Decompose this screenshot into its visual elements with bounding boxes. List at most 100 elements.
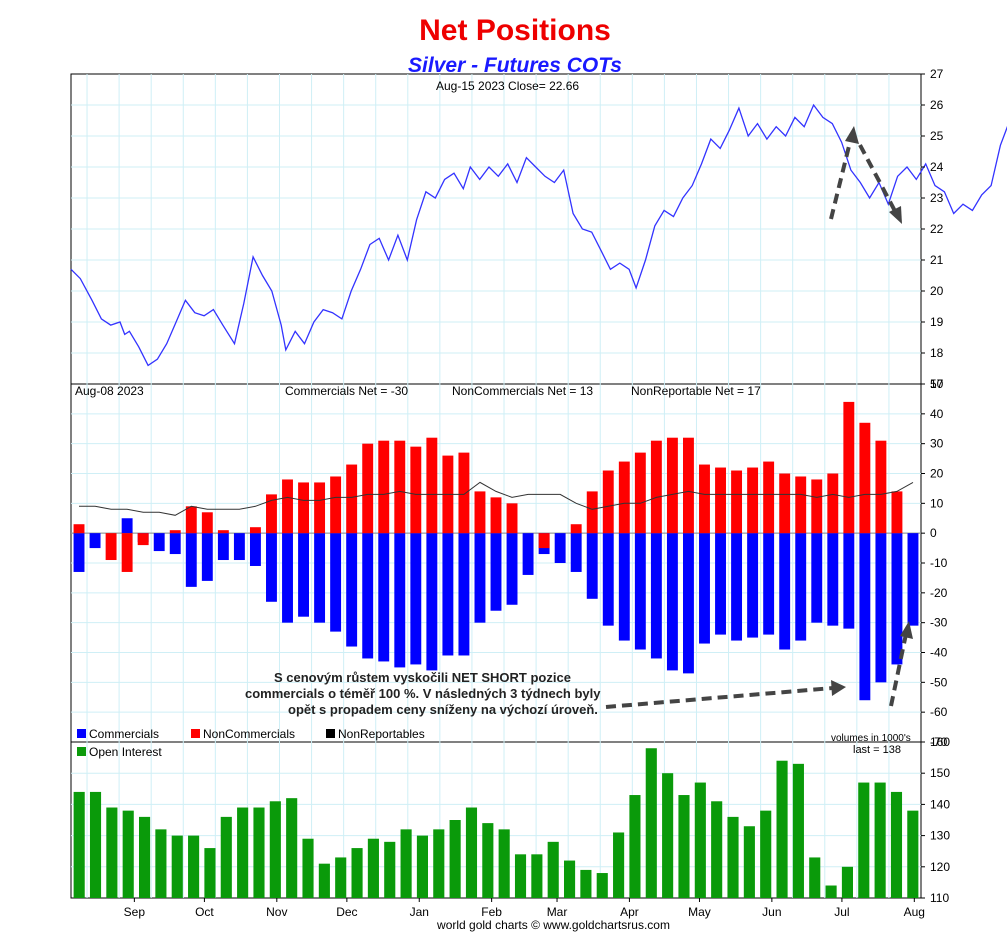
legend-label-commercials: Commercials [89, 727, 159, 741]
commercials-bar [827, 533, 839, 626]
legend-label-nonreportables: NonReportables [338, 727, 425, 741]
price-y-tick-label: 17 [930, 377, 944, 391]
open-interest-bar [907, 810, 919, 898]
oi-y-tick-label: 130 [930, 829, 950, 843]
noncommercials-bar [811, 479, 823, 534]
open-interest-plot [73, 748, 919, 898]
noncommercials-bar [249, 527, 261, 534]
noncommercials-bar [506, 503, 518, 534]
open-interest-bar [237, 807, 249, 898]
open-interest-bar [433, 829, 445, 898]
arrowhead-commercials-low [831, 680, 846, 696]
cot-y-tick-label: -50 [930, 675, 948, 689]
x-month-label: Nov [266, 905, 287, 919]
commercials-bar [266, 533, 277, 602]
open-interest-bar [825, 885, 837, 898]
open-interest-bar [253, 807, 265, 898]
chart-title: Net Positions [419, 14, 611, 47]
commercials-bar [763, 533, 775, 635]
noncommercials-bar [795, 476, 807, 534]
commercials-bar [249, 533, 261, 566]
commercials-bar [843, 533, 855, 629]
noncommercials-bar [731, 470, 743, 534]
open-interest-bar [416, 835, 428, 898]
open-interest-bar [678, 795, 690, 898]
x-month-label: Feb [481, 905, 502, 919]
commercials-bar [330, 533, 342, 632]
commercials-bar [699, 533, 710, 644]
open-interest-bar [662, 773, 674, 898]
open-interest-bar [613, 832, 625, 898]
cot-y-tick-label: 40 [930, 407, 944, 421]
noncommercials-bar [779, 473, 791, 534]
price-y-tick-label: 26 [930, 98, 944, 112]
commercials-bar [362, 533, 374, 659]
cot-y-tick-label: -20 [930, 586, 948, 600]
x-month-label: Aug [904, 905, 925, 919]
open-interest-bar [73, 791, 85, 898]
noncommercials-bar [715, 467, 726, 534]
open-interest-bar [106, 807, 118, 898]
nonreportable-net-label: NonReportable Net = 17 [631, 384, 761, 398]
commercials-bar [490, 533, 502, 611]
commercials-bar [298, 533, 309, 617]
noncommercials-bar [699, 464, 710, 534]
cot-y-tick-label: 50 [930, 377, 944, 391]
x-month-label: Oct [195, 905, 214, 919]
commercials-bar [731, 533, 743, 641]
commercials-bar [233, 533, 245, 561]
commercials-bar [634, 533, 646, 650]
commercials-bar [394, 533, 406, 668]
price-plot [70, 103, 1007, 367]
open-interest-bar [874, 782, 886, 898]
commercials-bar [875, 533, 887, 683]
open-interest-bar [286, 798, 298, 898]
noncommercials-bar [137, 533, 149, 546]
commercials-bar [602, 533, 614, 626]
open-interest-bar [776, 760, 788, 898]
commercials-bar [891, 533, 903, 665]
commercials-bar [346, 533, 358, 647]
noncommercials-bar [875, 440, 887, 534]
open-interest-bar [694, 782, 706, 898]
commercials-bar [522, 533, 534, 575]
legend-swatch-nonreportables [326, 729, 335, 738]
cot-y-tick-label: -30 [930, 616, 948, 630]
oi-y-tick-label: 120 [930, 860, 950, 874]
open-interest-bar [792, 763, 804, 898]
cot-legend: Commercials NonCommercials NonReportable… [77, 727, 425, 741]
commercials-bar [458, 533, 470, 656]
price-panel-label: Aug-15 2023 Close= 22.66 [436, 79, 579, 93]
noncommercials-bar [282, 479, 293, 534]
annotation-line-2: commercials o téměř 100 %. V následných … [245, 686, 601, 701]
open-interest-bar [760, 810, 772, 898]
commercials-bar [169, 533, 181, 555]
noncommercials-bar [586, 491, 598, 534]
annotation-text: S cenovým růstem vyskočili NET SHORT poz… [245, 670, 601, 717]
legend-label-open-interest: Open Interest [89, 745, 162, 759]
open-interest-bar [547, 841, 559, 898]
x-month-label: Jul [834, 905, 849, 919]
noncommercials-bar [891, 491, 903, 534]
open-interest-bar [204, 848, 216, 898]
open-interest-bar [384, 841, 396, 898]
commercials-bar [217, 533, 229, 561]
noncommercials-bar [458, 452, 470, 534]
commercials-bar [282, 533, 293, 623]
noncommercials-bar [570, 524, 582, 534]
cot-y-tick-label: -70 [930, 735, 948, 749]
noncommercials-bar [346, 464, 358, 534]
commercials-bar [618, 533, 630, 641]
noncommercials-bar [73, 524, 85, 534]
cot-plot [73, 401, 919, 701]
commercials-bar [779, 533, 791, 650]
open-interest-bar [890, 791, 903, 898]
open-interest-bar [580, 869, 592, 898]
open-interest-bar [858, 782, 870, 898]
noncommercials-bar [426, 437, 438, 534]
commercials-bar [89, 533, 101, 549]
cot-y-tick-label: -40 [930, 646, 948, 660]
arrow-to-commercials-low [605, 686, 834, 709]
commercials-bar [153, 533, 165, 552]
